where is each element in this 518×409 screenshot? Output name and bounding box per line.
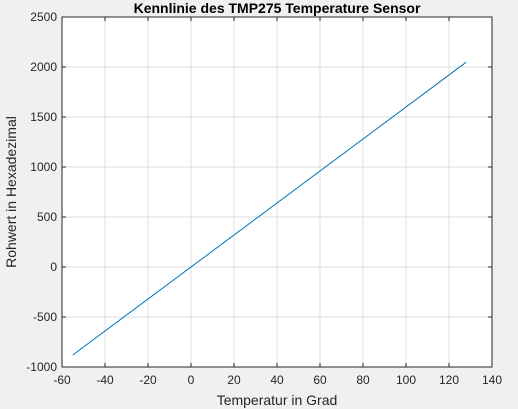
x-tick-label: -40	[96, 373, 114, 387]
y-tick-label: 1500	[30, 110, 57, 124]
chart-title: Kennlinie des TMP275 Temperature Sensor	[134, 0, 421, 16]
y-tick-label: 0	[50, 260, 57, 274]
axis-ticks	[61, 16, 493, 368]
x-axis-label: Temperatur in Grad	[217, 392, 338, 408]
x-tick-label: 120	[439, 373, 459, 387]
x-tick-label: -60	[53, 373, 71, 387]
series-line	[72, 61, 467, 356]
x-tick-label: 60	[313, 373, 327, 387]
x-tick-label: -20	[139, 373, 157, 387]
series-layer	[72, 61, 467, 356]
y-tick-label: -1000	[26, 360, 57, 374]
x-tick-label: 80	[356, 373, 370, 387]
y-tick-label: 2500	[30, 10, 57, 24]
y-tick-label: 2000	[30, 60, 57, 74]
y-tick-label: 1000	[30, 160, 57, 174]
y-tick-label: -500	[33, 310, 57, 324]
x-tick-label: 140	[482, 373, 502, 387]
y-axis-label: Rohwert in Hexadezimal	[3, 116, 19, 268]
x-tick-label: 20	[227, 373, 241, 387]
x-tick-label: 40	[270, 373, 284, 387]
y-tick-label: 500	[37, 210, 57, 224]
x-tick-label: 100	[396, 373, 416, 387]
tick-labels: -60 -40 -20 0 20 40 60 80 100 120 140 -1000 -500 0 500…	[26, 10, 502, 387]
x-tick-label: 0	[188, 373, 195, 387]
